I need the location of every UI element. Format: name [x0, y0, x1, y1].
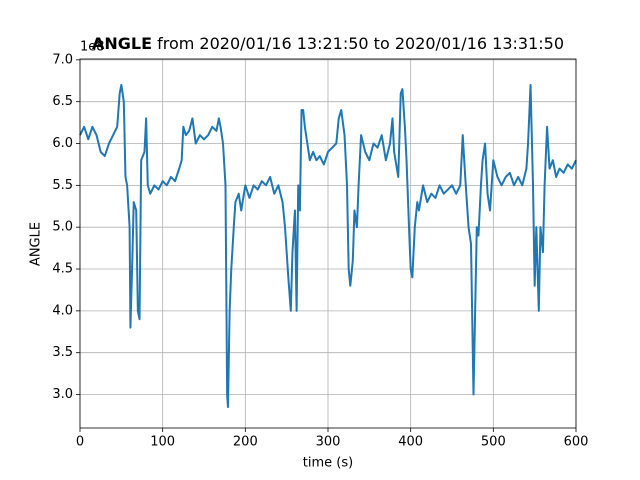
x-tick-label: 500 — [481, 435, 506, 450]
y-axis-label: ANGLE — [29, 222, 44, 266]
y-tick-label: 5.0 — [52, 220, 73, 235]
y-tick-label: 6.0 — [52, 136, 73, 151]
y-tick-label: 3.5 — [52, 345, 73, 360]
chart-title-bold: ANGLE — [92, 34, 152, 53]
y-tick-label: 3.0 — [52, 387, 73, 402]
chart-title-rest: from 2020/01/16 13:21:50 to 2020/01/16 1… — [157, 34, 564, 53]
offset-label: 1e8 — [80, 40, 105, 55]
x-axis-label: time (s) — [303, 456, 353, 471]
x-tick-label: 600 — [564, 435, 589, 450]
x-tick-label: 0 — [76, 435, 84, 450]
y-tick-label: 4.0 — [52, 303, 73, 318]
x-tick-label: 300 — [316, 435, 341, 450]
plot-frame — [79, 58, 577, 429]
x-tick-label: 100 — [150, 435, 175, 450]
x-tick-label: 200 — [233, 435, 258, 450]
data-line — [79, 83, 577, 409]
y-tick-label: 6.5 — [52, 94, 73, 109]
y-tick-label: 7.0 — [52, 52, 73, 67]
x-tick-label: 400 — [398, 435, 423, 450]
y-tick-label: 5.5 — [52, 178, 73, 193]
y-tick-label: 4.5 — [52, 262, 73, 277]
chart-title: ANGLE from 2020/01/16 13:21:50 to 2020/0… — [92, 34, 564, 53]
